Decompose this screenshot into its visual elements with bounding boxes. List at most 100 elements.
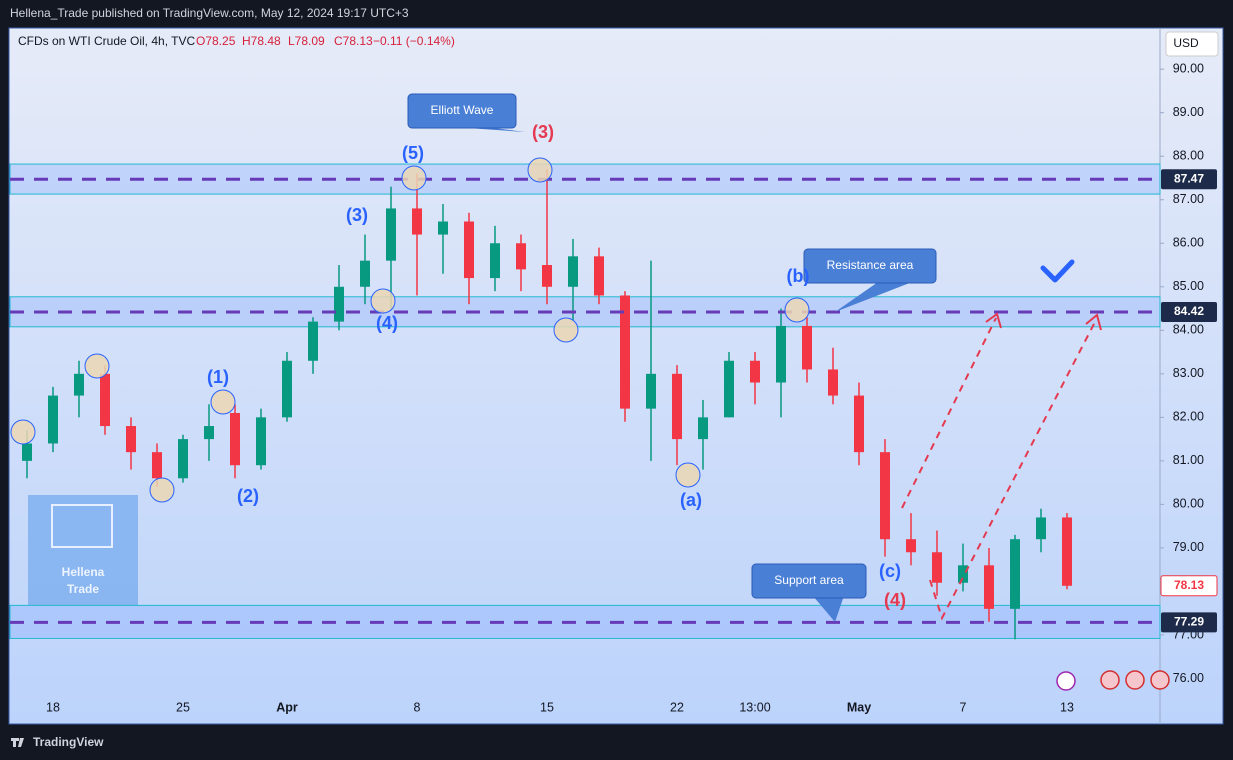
candle-body bbox=[776, 325, 786, 383]
y-tick-label: 88.00 bbox=[1173, 149, 1204, 163]
event-icon bbox=[1056, 671, 1076, 691]
currency[interactable]: USD bbox=[1173, 36, 1199, 50]
candle-body bbox=[698, 417, 708, 440]
candle-body bbox=[438, 221, 448, 235]
callout-text: Support area bbox=[774, 573, 844, 587]
candle-body bbox=[490, 243, 500, 279]
candle-body bbox=[828, 369, 838, 396]
ohlc-close: C78.13 bbox=[334, 34, 373, 48]
callout-pointer bbox=[814, 598, 844, 622]
x-tick-label: 25 bbox=[176, 700, 190, 714]
y-tick-label: 82.00 bbox=[1173, 410, 1204, 424]
projection-arrow bbox=[1085, 313, 1102, 331]
check-mark bbox=[1040, 259, 1075, 283]
candle-body bbox=[1010, 539, 1020, 609]
ohlc-low: L78.09 bbox=[288, 34, 325, 48]
wave-label: (2) bbox=[237, 486, 259, 506]
candle-body bbox=[360, 260, 370, 287]
wave-label: (3) bbox=[346, 205, 368, 225]
wave-label: (1) bbox=[207, 367, 229, 387]
candle-body bbox=[1036, 517, 1046, 540]
candle-body bbox=[906, 539, 916, 553]
x-tick-label: 13:00 bbox=[739, 700, 770, 714]
y-tick-label: 87.00 bbox=[1173, 192, 1204, 206]
event-flag bbox=[1125, 670, 1145, 690]
tv-logo bbox=[11, 738, 24, 747]
wave-point bbox=[210, 389, 236, 415]
ohlc-high: H78.48 bbox=[242, 34, 281, 48]
callout-pointer bbox=[835, 283, 910, 312]
candle-body bbox=[1062, 517, 1072, 586]
zone bbox=[9, 163, 1161, 195]
watermark-text: Hellena bbox=[62, 565, 105, 579]
callout-box bbox=[751, 563, 867, 599]
candle-body bbox=[594, 256, 604, 296]
candle-body bbox=[984, 565, 994, 609]
y-tick-label: 81.00 bbox=[1173, 453, 1204, 467]
wave-point bbox=[675, 462, 701, 488]
callout-text: Resistance area bbox=[827, 258, 914, 272]
callout-box bbox=[803, 248, 937, 284]
projection bbox=[901, 317, 997, 509]
level-label: 87.47 bbox=[1174, 171, 1204, 185]
event-flag bbox=[1100, 670, 1120, 690]
candle-body bbox=[516, 243, 526, 270]
candle-body bbox=[282, 360, 292, 418]
candle-body bbox=[100, 373, 110, 427]
candle-body bbox=[230, 412, 240, 466]
y-tick-label: 83.00 bbox=[1173, 366, 1204, 380]
candle-body bbox=[750, 360, 760, 383]
y-tick-label: 76.00 bbox=[1173, 671, 1204, 685]
y-tick-label: 89.00 bbox=[1173, 105, 1204, 119]
level-label: 77.29 bbox=[1174, 615, 1204, 629]
candle-body bbox=[386, 208, 396, 261]
candle-body bbox=[256, 417, 266, 466]
wave-point bbox=[370, 288, 396, 314]
candle-body bbox=[958, 565, 968, 583]
ohlc-open: O78.25 bbox=[196, 34, 236, 48]
wave-point bbox=[10, 419, 36, 445]
x-tick-label: 18 bbox=[46, 700, 60, 714]
candle-body bbox=[22, 443, 32, 461]
y-tick-label: 90.00 bbox=[1173, 61, 1204, 75]
level-label: 84.42 bbox=[1174, 304, 1204, 318]
candle-body bbox=[126, 426, 136, 453]
wave-label: (4) bbox=[884, 590, 906, 610]
wave-label: (5) bbox=[402, 143, 424, 163]
candle-body bbox=[334, 286, 344, 322]
x-tick-label: 8 bbox=[414, 700, 421, 714]
watermark-icon bbox=[51, 504, 113, 548]
x-tick-label: May bbox=[847, 700, 871, 714]
wave-point bbox=[784, 297, 810, 323]
candle-body bbox=[880, 452, 890, 540]
change: −0.11 (−0.14%) bbox=[373, 34, 455, 48]
watermark-box bbox=[28, 495, 138, 605]
candle-body bbox=[204, 426, 214, 440]
candle-body bbox=[724, 360, 734, 418]
y-tick-label: 84.00 bbox=[1173, 323, 1204, 337]
candle-body bbox=[672, 373, 682, 440]
wave-point bbox=[84, 353, 110, 379]
level-label-box bbox=[1161, 612, 1217, 633]
currency-box[interactable] bbox=[1165, 31, 1219, 57]
x-tick-label: 22 bbox=[670, 700, 684, 714]
footer-brand: TradingView bbox=[33, 735, 104, 749]
candle-body bbox=[464, 221, 474, 279]
wave-label: (3) bbox=[532, 122, 554, 142]
candle-body bbox=[802, 325, 812, 370]
y-tick-label: 79.00 bbox=[1173, 540, 1204, 554]
wave-label: (a) bbox=[680, 490, 702, 510]
candle-body bbox=[178, 439, 188, 479]
callout-text: Elliott Wave bbox=[431, 103, 494, 117]
candle-body bbox=[646, 373, 656, 409]
x-tick-label: Apr bbox=[276, 700, 298, 714]
wave-label: (c) bbox=[879, 561, 901, 581]
wave-point bbox=[401, 165, 427, 191]
last-price-box bbox=[1160, 575, 1218, 597]
level-label-box bbox=[1161, 302, 1217, 323]
candle-body bbox=[932, 552, 942, 583]
x-tick-label: 13 bbox=[1060, 700, 1074, 714]
wave-label: (b) bbox=[787, 266, 810, 286]
candle-body bbox=[74, 373, 84, 396]
